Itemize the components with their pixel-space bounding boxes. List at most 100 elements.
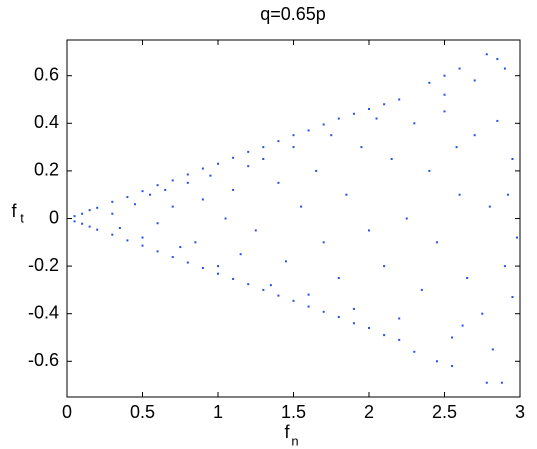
y-tick-label: 0 [49, 207, 59, 227]
scatter-point [375, 117, 378, 120]
scatter-point [398, 338, 401, 341]
chart-title: q=0.65p [260, 4, 326, 24]
scatter-point [443, 93, 446, 96]
scatter-point [164, 188, 167, 191]
scatter-point [292, 134, 295, 137]
scatter-point [201, 267, 204, 270]
scatter-point [156, 184, 159, 187]
scatter-point [156, 222, 159, 225]
scatter-point [262, 288, 265, 291]
scatter-point [506, 193, 509, 196]
scatter-point [201, 198, 204, 201]
scatter-point [451, 336, 454, 339]
scatter-point [443, 110, 446, 113]
scatter-point [247, 150, 250, 153]
scatter-point [232, 156, 235, 159]
scatter-point [171, 179, 174, 182]
scatter-point [88, 225, 91, 228]
scatter-point [292, 299, 295, 302]
x-tick-label: 2.5 [432, 402, 457, 422]
scatter-point [461, 324, 464, 327]
scatter-point [232, 188, 235, 191]
x-axis-label: f [284, 422, 290, 442]
scatter-point [277, 181, 280, 184]
scatter-point [485, 53, 488, 56]
scatter-point [383, 265, 386, 268]
scatter-point [186, 181, 189, 184]
scatter-point [156, 250, 159, 253]
scatter-point [352, 112, 355, 115]
scatter-point [322, 310, 325, 313]
scatter-point [322, 241, 325, 244]
scatter-point [133, 203, 136, 206]
scatter-point [420, 288, 423, 291]
scatter-point [269, 284, 272, 287]
scatter-point [503, 265, 506, 268]
y-tick-label: 0.2 [34, 160, 59, 180]
scatter-point [390, 158, 393, 160]
scatter-point [481, 312, 484, 315]
scatter-point [277, 140, 280, 143]
scatter-point [194, 241, 197, 244]
scatter-point [217, 162, 219, 165]
scatter-point [500, 381, 503, 384]
scatter-point [360, 146, 363, 149]
y-tick-label: 0.4 [34, 112, 59, 132]
y-axis-label-subscript: t [20, 210, 24, 225]
scatter-point [179, 246, 182, 249]
scatter-point [398, 98, 401, 101]
scatter-point [307, 305, 310, 308]
scatter-point [496, 58, 499, 61]
scatter-point [383, 103, 386, 106]
scatter-point [345, 193, 348, 196]
scatter-point [73, 215, 76, 218]
scatter-point [315, 169, 318, 172]
y-tick-label: -0.2 [28, 255, 59, 275]
scatter-point [111, 200, 114, 203]
scatter-point [171, 256, 174, 259]
scatter-point [224, 217, 227, 220]
scatter-point [96, 206, 99, 209]
scatter-point [435, 360, 438, 363]
scatter-point [413, 122, 416, 125]
scatter-point [485, 381, 488, 384]
scatter-point [511, 296, 514, 299]
scatter-point [277, 294, 280, 297]
scatter-point [337, 277, 340, 279]
scatter-point [307, 129, 310, 132]
scatter-point [488, 205, 491, 208]
x-tick-label: 0.5 [130, 402, 155, 422]
scatter-point [292, 146, 295, 149]
scatter-point [405, 217, 408, 220]
y-tick-label: -0.6 [28, 350, 59, 370]
scatter-point [247, 283, 250, 286]
scatter-point [368, 108, 370, 111]
scatter-point [186, 261, 189, 264]
scatter-point [337, 316, 340, 319]
scatter-point [171, 205, 174, 208]
scatter-point [126, 196, 129, 199]
scatter-point [111, 233, 114, 236]
scatter-point [455, 146, 458, 149]
scatter-point [247, 165, 250, 168]
scatter-point [428, 81, 431, 84]
scatter-point [149, 193, 152, 196]
scatter-point [118, 227, 121, 230]
scatter-point [443, 74, 446, 77]
scatter-point [284, 260, 287, 263]
scatter-point [352, 322, 355, 325]
scatter-point [496, 119, 499, 122]
y-tick-label: -0.4 [28, 302, 59, 322]
scatter-point [398, 317, 401, 320]
scatter-point [413, 350, 416, 353]
scatter-point [337, 117, 340, 120]
scatter-point [141, 236, 144, 239]
scatter-point [300, 205, 303, 208]
scatter-point [322, 123, 325, 126]
scatter-point [254, 229, 257, 232]
scatter-point [491, 348, 494, 351]
scatter-point [330, 134, 333, 137]
x-tick-label: 2 [364, 402, 374, 422]
